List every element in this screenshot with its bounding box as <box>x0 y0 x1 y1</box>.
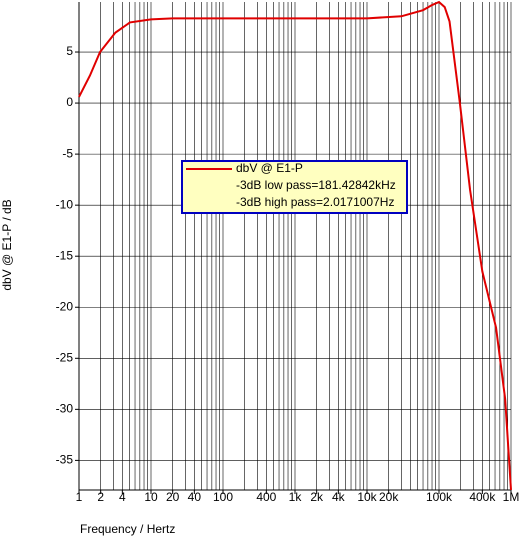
x-tick-label: 20k <box>379 490 399 504</box>
x-tick-label: 400k <box>469 490 496 504</box>
x-tick-label: 4 <box>119 490 126 504</box>
x-tick-label: 100k <box>426 490 453 504</box>
x-tick-label: 20 <box>166 490 180 504</box>
x-tick-label: 10k <box>357 490 377 504</box>
x-tick-label: 40 <box>188 490 202 504</box>
y-tick-label: -30 <box>56 402 74 416</box>
x-axis-label: Frequency / Hertz <box>80 522 175 536</box>
legend-label: dbV @ E1-P <box>236 161 303 175</box>
y-tick-label: -25 <box>56 350 74 364</box>
y-tick-label: -35 <box>56 453 74 467</box>
legend-annotation: -3dB low pass=181.42842kHz <box>236 178 396 192</box>
x-tick-label: 400 <box>256 490 276 504</box>
y-tick-label: -15 <box>56 248 74 262</box>
y-tick-label: -5 <box>62 146 73 160</box>
x-tick-label: 100 <box>213 490 233 504</box>
x-tick-label: 1M <box>503 490 520 504</box>
x-tick-label: 10 <box>144 490 158 504</box>
x-tick-label: 1 <box>76 490 83 504</box>
x-tick-label: 4k <box>332 490 346 504</box>
y-tick-label: 0 <box>66 95 73 109</box>
y-axis-label: dbV @ E1-P / dB <box>0 199 14 290</box>
x-tick-label: 2k <box>310 490 324 504</box>
y-tick-label: 5 <box>66 44 73 58</box>
x-tick-label: 2 <box>97 490 104 504</box>
line-series <box>78 0 512 491</box>
y-tick-label: -10 <box>56 197 74 211</box>
x-tick-label: 1k <box>289 490 303 504</box>
y-tick-label: -20 <box>56 299 74 313</box>
legend-annotation: -3dB high pass=2.0171007Hz <box>236 195 394 209</box>
